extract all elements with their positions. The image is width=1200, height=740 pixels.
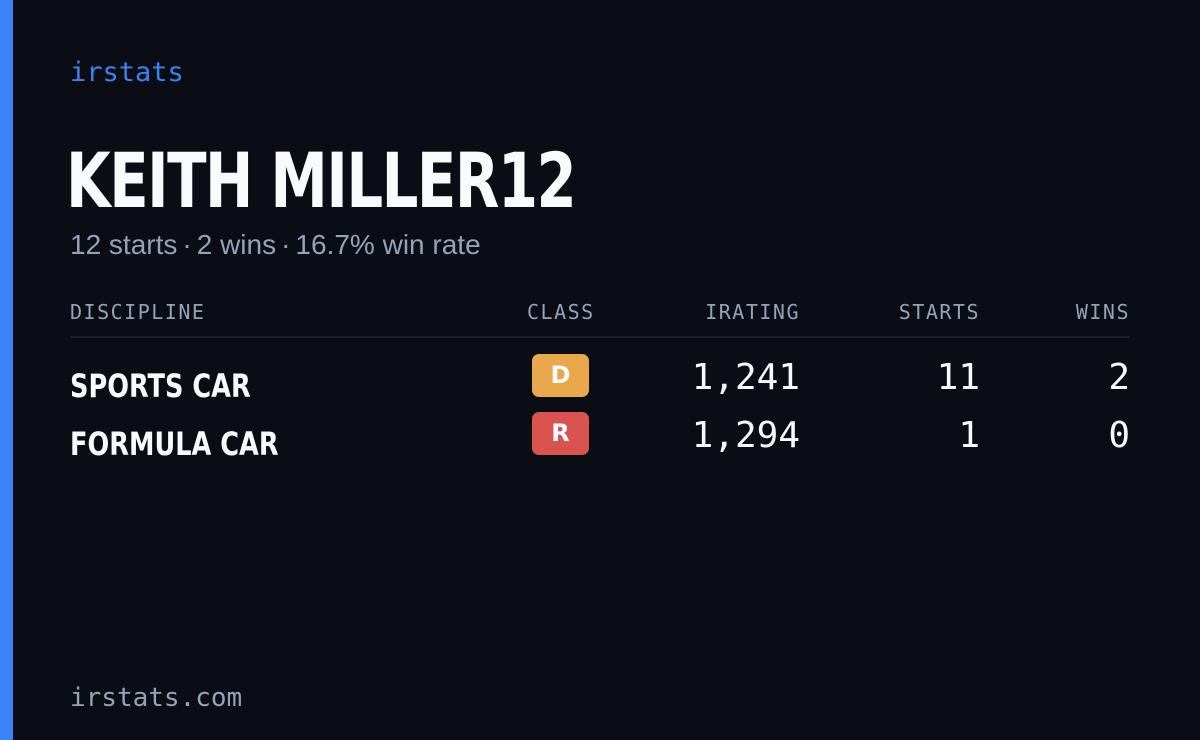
player-summary: 12 starts · 2 wins · 16.7% win rate (70, 226, 481, 264)
footer-url: irstats.com (70, 683, 243, 713)
irating-value: 1,294 (691, 415, 800, 456)
wins-summary: 2 wins (196, 229, 277, 260)
discipline-name: FORMULA CAR (70, 425, 279, 463)
starts-summary: 12 starts (70, 229, 178, 260)
header-irating: IRATING (705, 300, 800, 324)
header-discipline: DISCIPLINE (70, 300, 206, 324)
header-starts: STARTS (898, 300, 980, 324)
win-rate-summary: 16.7% win rate (295, 229, 481, 260)
discipline-name: SPORTS CAR (70, 367, 251, 405)
accent-bar (0, 0, 13, 740)
wins-value: 0 (1108, 415, 1130, 456)
starts-value: 1 (958, 415, 980, 456)
wins-value: 2 (1108, 357, 1130, 398)
table-row-sports-car: SPORTS CAR D 1,241 11 2 (70, 354, 1130, 412)
header-class: CLASS (527, 300, 595, 324)
summary-separator: · (182, 229, 192, 260)
license-class-badge: R (532, 412, 589, 455)
license-class-badge: D (532, 354, 589, 397)
discipline-table: DISCIPLINE CLASS IRATING STARTS WINS SPO… (70, 296, 1130, 470)
table-row-formula-car: FORMULA CAR R 1,294 1 0 (70, 412, 1130, 470)
table-header: DISCIPLINE CLASS IRATING STARTS WINS (70, 296, 1130, 338)
player-name: KEITH MILLER12 (66, 136, 577, 225)
irating-value: 1,241 (691, 357, 800, 398)
header-wins: WINS (1075, 300, 1130, 324)
summary-separator: · (281, 229, 291, 260)
starts-value: 11 (936, 357, 980, 398)
brand-logo-text: irstats (70, 57, 184, 88)
